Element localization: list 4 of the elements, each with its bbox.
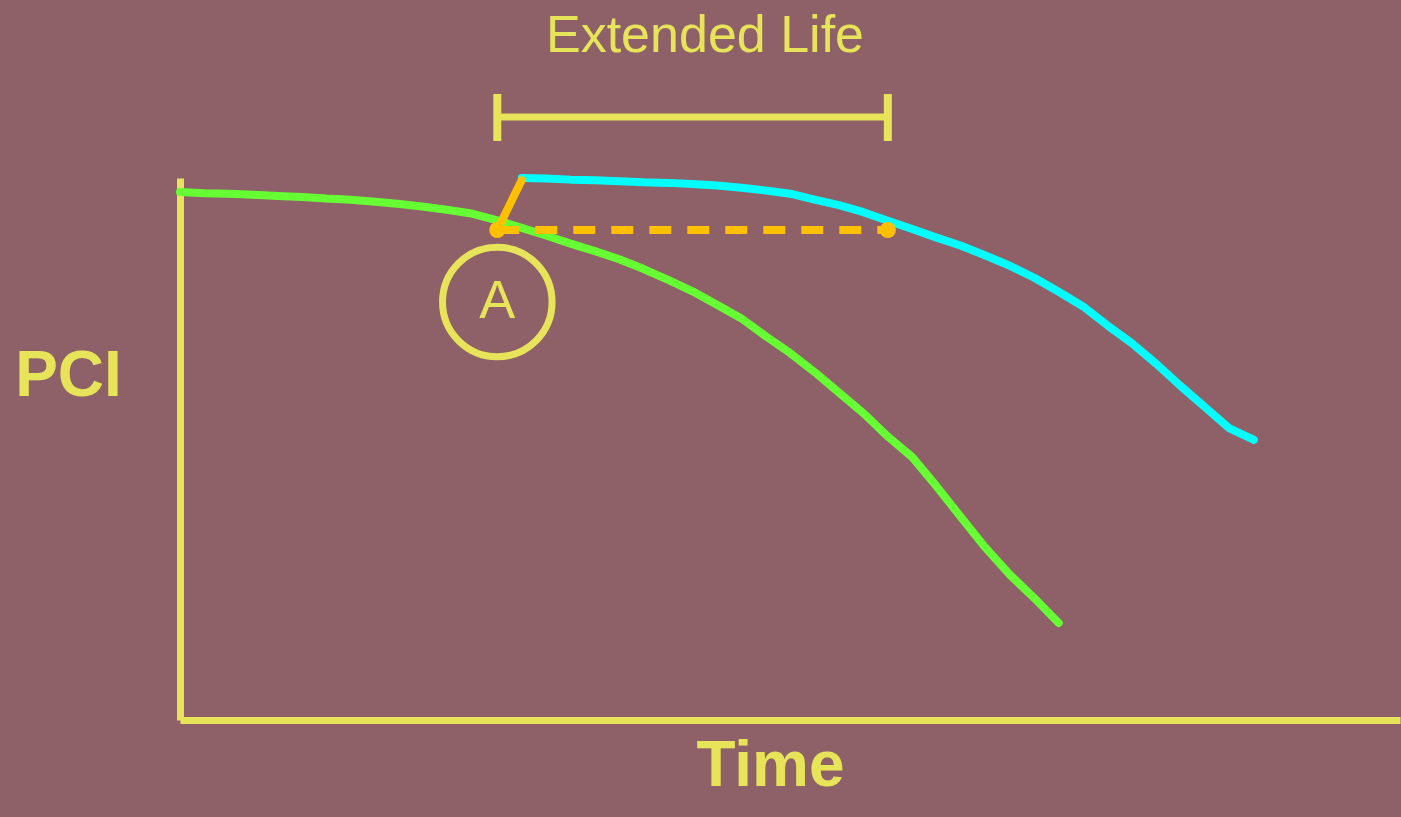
text: Extended Life xyxy=(545,5,865,63)
y-axis-title: PCI xyxy=(15,337,122,410)
x-axis-title: Time xyxy=(696,727,845,800)
annotation: A xyxy=(479,269,516,330)
